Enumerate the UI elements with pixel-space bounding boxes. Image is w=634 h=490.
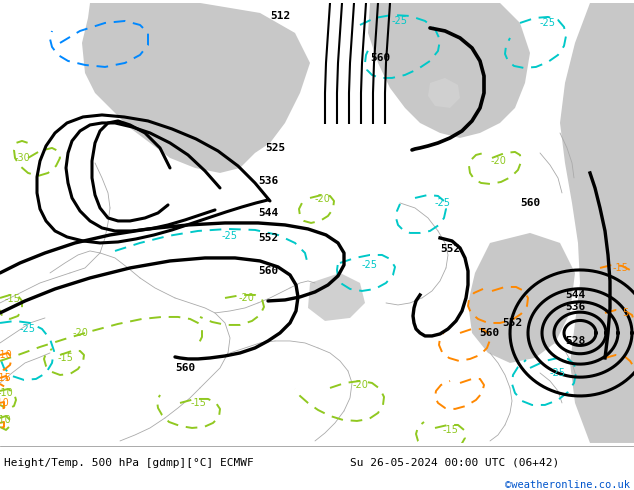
Text: 560: 560	[175, 363, 195, 373]
Text: 544: 544	[258, 208, 278, 218]
Text: 5: 5	[622, 308, 628, 318]
Polygon shape	[428, 78, 460, 108]
Text: -20: -20	[238, 293, 254, 303]
Text: -20: -20	[72, 328, 88, 338]
Text: Su 26-05-2024 00:00 UTC (06+42): Su 26-05-2024 00:00 UTC (06+42)	[350, 458, 559, 468]
Text: -25: -25	[435, 198, 451, 208]
Polygon shape	[368, 3, 530, 138]
Text: 560: 560	[480, 328, 500, 338]
Text: -30: -30	[14, 153, 30, 163]
Text: -15: -15	[4, 294, 20, 304]
Text: 544: 544	[565, 290, 585, 300]
Text: -10: -10	[0, 415, 11, 425]
Text: 552: 552	[440, 244, 460, 254]
Text: -15: -15	[190, 398, 206, 408]
Text: 536: 536	[258, 176, 278, 186]
Polygon shape	[560, 3, 634, 443]
Text: -25: -25	[222, 231, 238, 241]
Text: -20: -20	[490, 156, 506, 166]
Text: -25: -25	[392, 16, 408, 26]
Text: 560: 560	[370, 53, 391, 63]
Text: -15: -15	[57, 353, 73, 363]
Text: 552: 552	[258, 233, 278, 243]
Text: 552: 552	[503, 318, 523, 328]
Text: -15: -15	[0, 373, 11, 383]
Text: -15: -15	[442, 425, 458, 435]
Text: 512: 512	[270, 11, 290, 21]
Text: 560: 560	[520, 198, 540, 208]
Text: -25: -25	[362, 260, 378, 270]
Text: 536: 536	[565, 302, 585, 312]
Polygon shape	[82, 3, 310, 173]
Text: -25: -25	[540, 18, 556, 28]
Text: -20: -20	[352, 380, 368, 390]
Text: Height/Temp. 500 hPa [gdmp][°C] ECMWF: Height/Temp. 500 hPa [gdmp][°C] ECMWF	[4, 458, 254, 468]
Text: ©weatheronline.co.uk: ©weatheronline.co.uk	[505, 480, 630, 490]
Text: 528: 528	[565, 336, 585, 346]
Text: 560: 560	[258, 266, 278, 276]
Text: -20: -20	[314, 194, 330, 204]
Polygon shape	[308, 273, 365, 321]
Text: -25: -25	[550, 368, 566, 378]
Text: -25: -25	[20, 324, 36, 334]
Polygon shape	[468, 233, 575, 363]
Text: -10: -10	[0, 350, 12, 360]
Text: -10: -10	[0, 398, 9, 408]
Text: -15: -15	[612, 263, 628, 273]
Text: -10: -10	[0, 388, 13, 398]
Text: 525: 525	[265, 143, 285, 153]
